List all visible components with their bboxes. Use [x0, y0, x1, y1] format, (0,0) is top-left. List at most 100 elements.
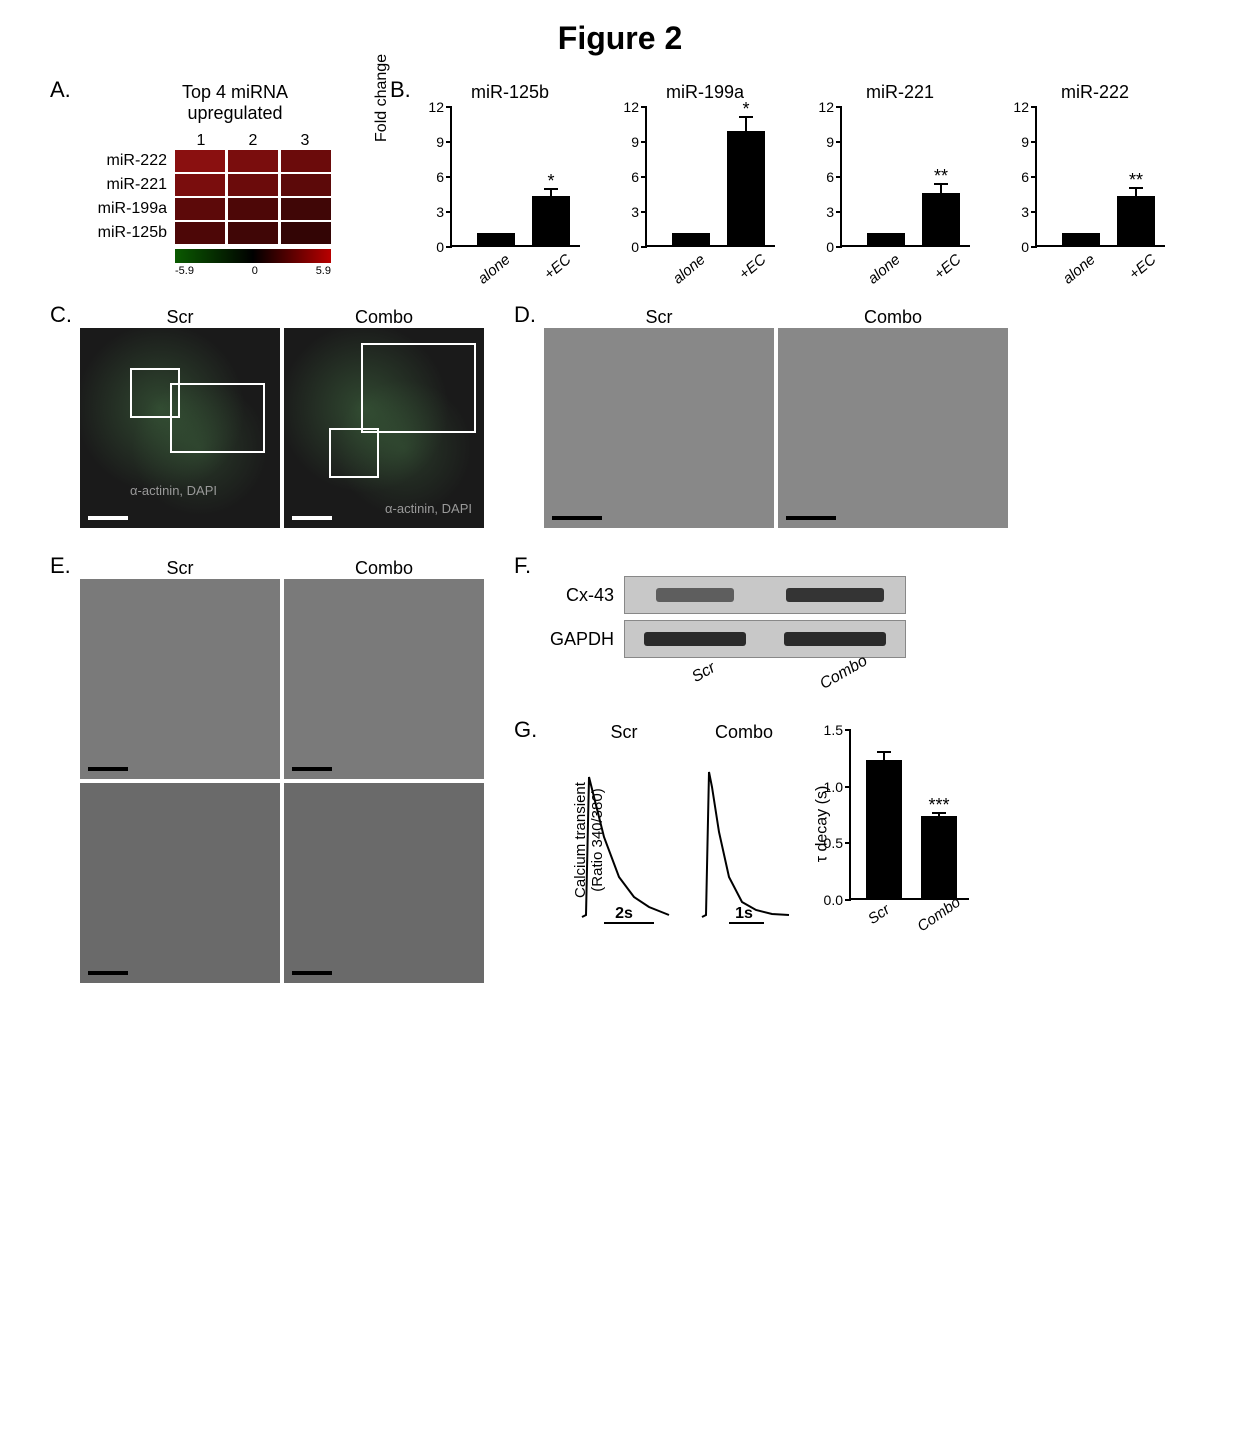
heatmap-row-label: miR-199a: [80, 200, 175, 218]
row-cd: C. Scr Combo α-actinin, DAPI α-actinin, …: [50, 307, 1190, 528]
tau-bar: [921, 816, 957, 898]
heatmap-col-2: 2: [227, 132, 279, 150]
heatmap-row-label: miR-125b: [80, 224, 175, 242]
xlabel: alone: [1060, 251, 1099, 288]
panel-d-scr-image: [544, 328, 774, 528]
colorbar-wrap: -5.9 0 5.9: [175, 249, 360, 277]
panel-b-label: B.: [390, 77, 411, 103]
ytick: 9: [436, 134, 452, 150]
bar: [1062, 233, 1100, 245]
ytick: 3: [826, 204, 842, 220]
blot-band: [644, 632, 747, 646]
xlabel: +EC: [736, 251, 770, 283]
bar: [532, 196, 570, 245]
panel-d: D. Scr Combo: [514, 307, 1008, 528]
blot-row: GAPDH: [544, 620, 994, 658]
panel-d-label: D.: [514, 302, 536, 328]
panel-e-scr-label: Scr: [80, 558, 280, 579]
panel-e-combo-label: Combo: [284, 558, 484, 579]
ytick: 12: [623, 99, 647, 115]
ytick: 0: [436, 239, 452, 255]
xlabel: +EC: [541, 251, 575, 283]
panel-c-combo-label: Combo: [284, 307, 484, 328]
blot-lane: [765, 577, 905, 613]
barchart-ylabel: Fold change: [373, 54, 391, 142]
significance-marker: **: [1129, 170, 1143, 191]
panel-c-scr-image: α-actinin, DAPI: [80, 328, 280, 528]
panel-e-combo-top: [284, 579, 484, 779]
panel-c-combo-overlay: α-actinin, DAPI: [385, 501, 472, 516]
ytick: 3: [436, 204, 452, 220]
heatmap: miR-222 miR-221 miR-199a miR-125b: [80, 150, 360, 244]
ytick: 0: [1021, 239, 1037, 255]
blot-band: [656, 588, 734, 602]
heatmap-cell: [281, 150, 331, 172]
panel-f-label: F.: [514, 553, 531, 579]
blot-lane: [625, 577, 765, 613]
barchart-miR-221: miR-221036912**alone+EC: [810, 82, 990, 268]
panel-e-scr-top: [80, 579, 280, 779]
xlabel: alone: [865, 251, 904, 288]
panel-c-combo-image: α-actinin, DAPI: [284, 328, 484, 528]
ytick: 12: [428, 99, 452, 115]
panel-d-combo-label: Combo: [778, 307, 1008, 328]
panel-g: G. Calcium transient (Ratio 340/380) Scr…: [514, 722, 1034, 923]
panel-c-scr-label: Scr: [80, 307, 280, 328]
xlabel: +EC: [1126, 251, 1160, 283]
heatmap-cell: [228, 222, 278, 244]
heatmap-row: miR-125b: [80, 222, 360, 244]
significance-marker: *: [742, 99, 749, 120]
panel-a-title: Top 4 miRNA upregulated: [110, 82, 360, 124]
bar: [477, 233, 515, 245]
trace-combo: Combo 1s: [694, 722, 794, 923]
blot-band: [784, 632, 887, 646]
heatmap-row: miR-222: [80, 150, 360, 172]
blot-label: Cx-43: [544, 585, 624, 606]
scalebar: [552, 516, 602, 520]
heatmap-row-label: miR-221: [80, 176, 175, 194]
panel-c: C. Scr Combo α-actinin, DAPI α-actinin, …: [50, 307, 484, 528]
tau-decay-chart: τ decay (s) 0.00.51.01.5*** Scr Combo: [814, 730, 984, 923]
trace-scr-title: Scr: [574, 722, 674, 743]
panel-c-label: C.: [50, 302, 72, 328]
scalebar: [88, 767, 128, 771]
heatmap-cell: [228, 198, 278, 220]
ytick: 9: [826, 134, 842, 150]
ytick: 6: [826, 169, 842, 185]
panel-b: B. miR-125bFold change036912*alone+ECmiR…: [390, 82, 1190, 268]
panel-e: E. Scr Combo: [50, 558, 484, 983]
panel-f: F. Cx-43GAPDH Scr Combo: [514, 558, 994, 682]
trace-combo-svg: [694, 747, 794, 927]
colorbar-mid: 0: [252, 265, 258, 277]
panel-a-label: A.: [50, 77, 71, 103]
scalebar: [292, 516, 332, 520]
heatmap-cell: [175, 150, 225, 172]
panel-d-scr-label: Scr: [544, 307, 774, 328]
heatmap-cell: [228, 174, 278, 196]
tau-bar: [866, 760, 902, 898]
colorbar-max: 5.9: [316, 265, 331, 277]
panel-e-scr-bottom: [80, 783, 280, 983]
scalebar: [292, 971, 332, 975]
panel-g-label: G.: [514, 717, 537, 743]
heatmap-col-1: 1: [175, 132, 227, 150]
ytick: 0: [631, 239, 647, 255]
blot-band: [786, 588, 884, 602]
panel-a-title-l2: upregulated: [187, 103, 282, 123]
xlabel: alone: [475, 251, 514, 288]
panel-a-title-l1: Top 4 miRNA: [182, 82, 288, 102]
heatmap-row-label: miR-222: [80, 152, 175, 170]
significance-marker: *: [547, 171, 554, 192]
xlabel: alone: [670, 251, 709, 288]
significance-marker: ***: [928, 795, 949, 816]
xlabel: +EC: [931, 251, 965, 283]
heatmap-cell: [175, 222, 225, 244]
heatmap-cell: [281, 174, 331, 196]
ytick: 1.5: [824, 722, 851, 738]
panel-c-scr-overlay: α-actinin, DAPI: [130, 483, 217, 498]
ytick: 6: [631, 169, 647, 185]
heatmap-col-labels: 1 2 3: [175, 132, 360, 150]
colorbar-labels: -5.9 0 5.9: [175, 265, 331, 277]
scalebar: [292, 767, 332, 771]
scalebar: [786, 516, 836, 520]
